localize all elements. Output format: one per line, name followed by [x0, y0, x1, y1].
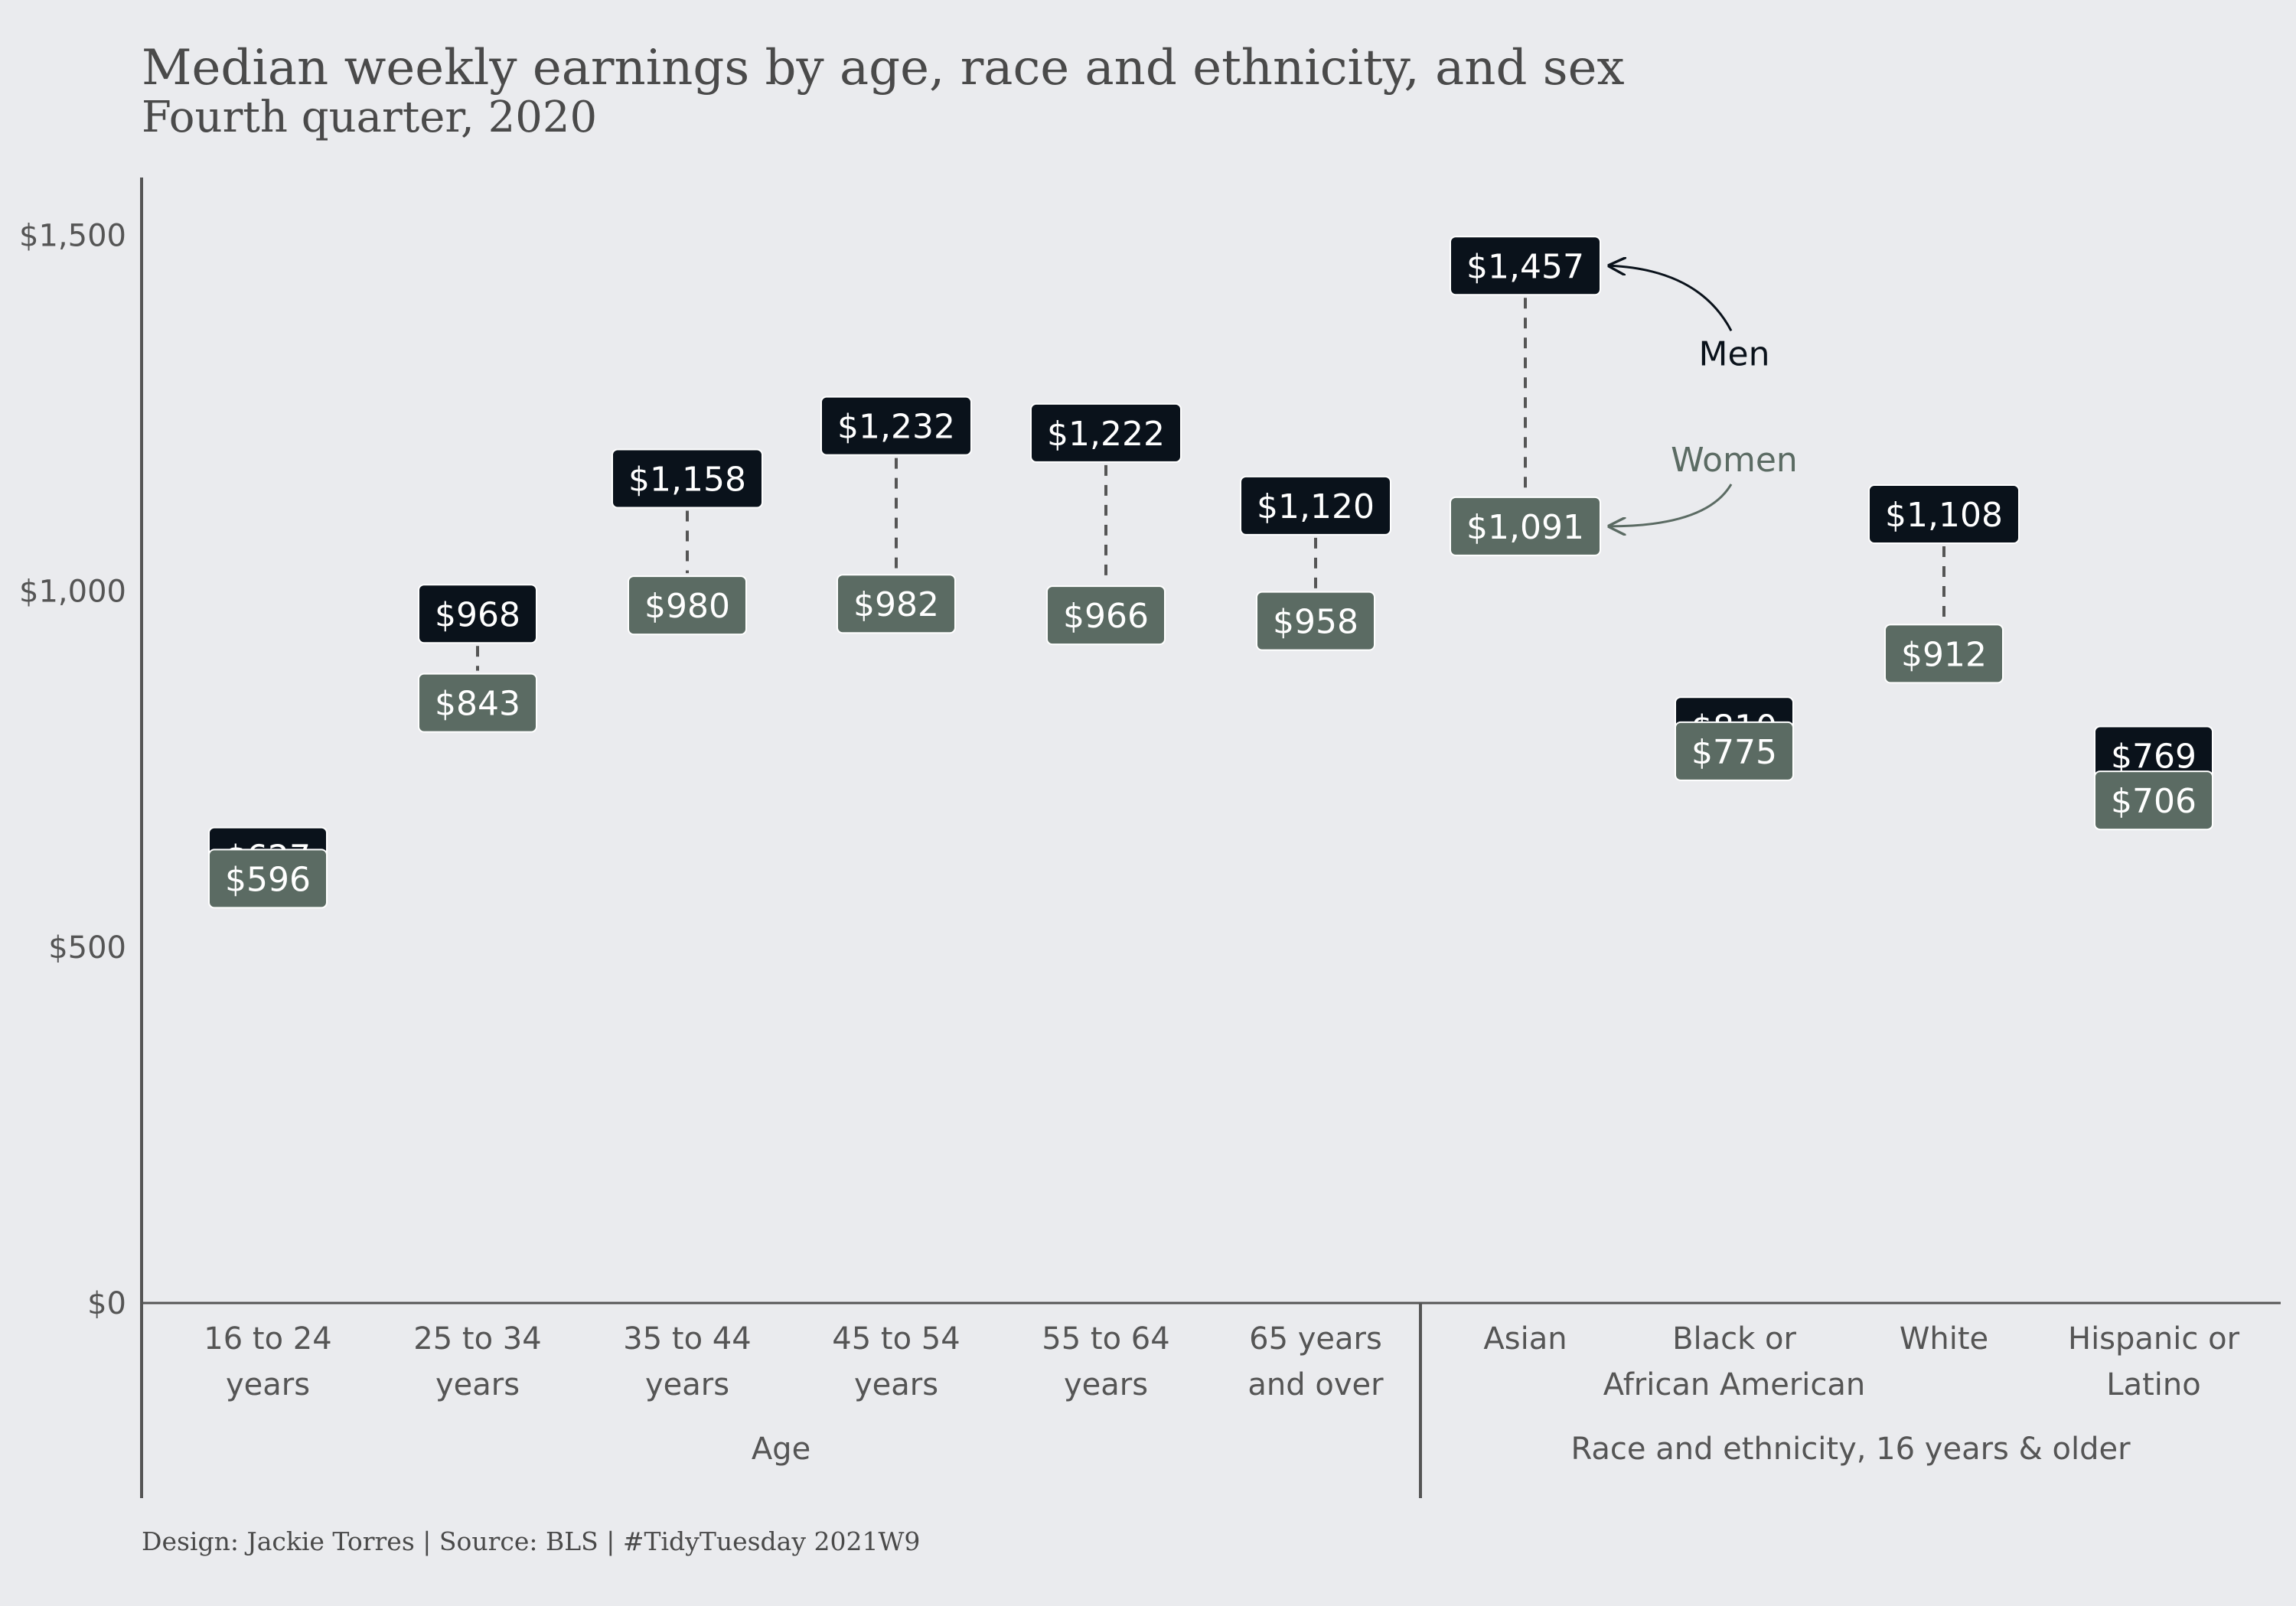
men-value-label: $1,120 [1257, 487, 1375, 526]
men-value-box [418, 584, 537, 644]
women-value-label: $1,091 [1466, 508, 1584, 547]
men-annotation: Men [1699, 334, 1770, 373]
chart-caption: Design: Jackie Torres | Source: BLS | #T… [142, 1526, 920, 1556]
plot-area: $0 $500 $1,000 $1,500 16 to 24 years 25 to 34 y… [19, 178, 2281, 1498]
women-value-label: $958 [1273, 603, 1358, 642]
men-value-box [1030, 402, 1182, 463]
women-value-label: $706 [2111, 782, 2197, 821]
x-tick-label: Asian [1483, 1321, 1567, 1357]
y-tick-label: $500 [48, 930, 126, 966]
x-tick-label: and over [1247, 1367, 1384, 1402]
y-tick-label: $1,500 [19, 218, 126, 253]
women-value-box [208, 849, 328, 909]
x-tick-label: African American [1603, 1367, 1866, 1402]
x-tick-label: Hispanic or [2068, 1321, 2240, 1357]
group-label: Race and ethnicity, 16 years & older [1570, 1432, 2131, 1467]
y-tick-label: $0 [87, 1286, 126, 1321]
chart-subtitle: Fourth quarter, 2020 [142, 93, 597, 142]
women-value-box [1256, 591, 1375, 651]
x-tick-label: 16 to 24 [204, 1321, 331, 1357]
x-tick-label: 65 years [1249, 1321, 1382, 1357]
women-annotation: Women [1671, 441, 1798, 480]
men-value-label: $1,457 [1466, 247, 1584, 286]
women-value-label: $775 [1691, 733, 1777, 772]
women-value-label: $966 [1063, 597, 1149, 636]
x-tick-label: White [1900, 1321, 1988, 1357]
women-value-box [1675, 721, 1794, 781]
x-tick-label: years [226, 1367, 310, 1402]
women-value-box [628, 575, 747, 636]
men-value-box [1450, 236, 1601, 296]
x-tick-label: Latino [2106, 1367, 2200, 1402]
men-value-label: $968 [435, 595, 520, 634]
men-arrow [1609, 265, 1733, 331]
y-tick-label: $1,000 [19, 575, 126, 610]
men-value-label: $769 [2111, 737, 2197, 776]
women-value-box [2094, 770, 2213, 831]
men-value-box [1868, 484, 2020, 545]
x-tick-label: Black or [1672, 1321, 1796, 1357]
women-value-box [1450, 496, 1601, 556]
women-value-label: $982 [853, 585, 939, 624]
x-tick-label: years [645, 1367, 729, 1402]
x-tick-label: 45 to 54 [832, 1321, 960, 1357]
x-tick-label: years [435, 1367, 520, 1402]
women-value-label: $980 [644, 587, 730, 626]
men-value-label: $1,158 [628, 460, 746, 499]
women-value-box [418, 673, 537, 733]
x-tick-label: 55 to 64 [1042, 1321, 1169, 1357]
women-value-box [837, 574, 956, 634]
men-value-box [1240, 475, 1391, 536]
men-value-box [612, 448, 763, 509]
men-value-box [820, 396, 972, 456]
x-tick-label: 25 to 34 [413, 1321, 541, 1357]
men-value-label: $1,108 [1885, 496, 2003, 535]
chart-title: Median weekly earnings by age, race and … [142, 40, 1625, 96]
women-arrow [1609, 484, 1733, 526]
women-value-label: $843 [435, 685, 520, 724]
women-value-label: $912 [1901, 635, 1987, 674]
men-value-label: $1,232 [837, 408, 955, 447]
men-value-label: $1,222 [1047, 415, 1165, 454]
x-tick-label: years [1064, 1367, 1148, 1402]
women-value-box [1046, 585, 1166, 646]
x-tick-label: years [854, 1367, 938, 1402]
women-value-box [1884, 624, 2004, 684]
group-label: Age [752, 1432, 810, 1467]
x-tick-label: 35 to 44 [623, 1321, 751, 1357]
women-value-label: $596 [225, 860, 311, 899]
